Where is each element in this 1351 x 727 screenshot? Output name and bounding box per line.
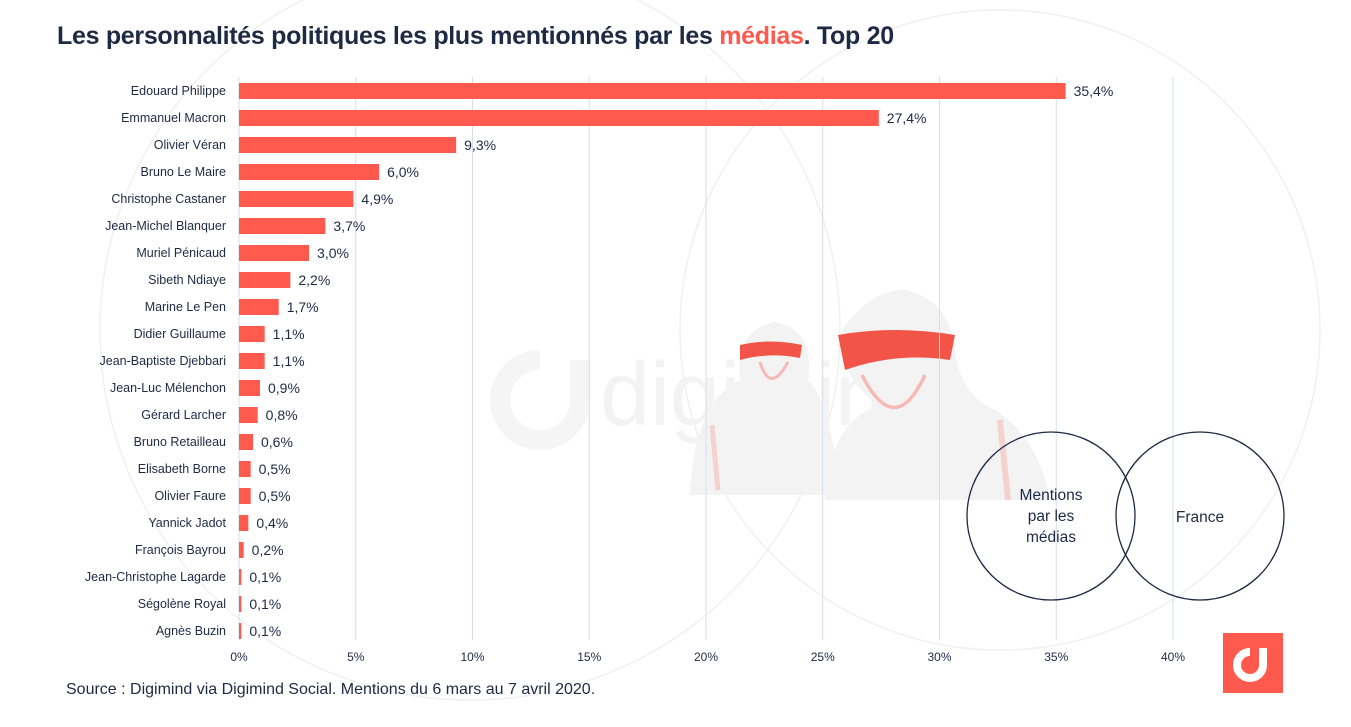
bar [239,353,265,369]
bar [239,326,265,342]
bar [239,191,354,207]
x-tick-label: 40% [1161,650,1185,664]
category-label: Olivier Faure [154,489,226,503]
venn-circle-media [966,431,1136,601]
bar [239,299,279,315]
source-note: Source : Digimind via Digimind Social. M… [66,681,596,698]
value-label: 3,7% [333,218,365,234]
category-label: Christophe Castaner [111,192,226,206]
bar [239,83,1066,99]
title-highlight: médias [719,22,804,50]
bar [239,596,242,612]
value-label: 0,9% [268,380,300,396]
bg-circle-right [679,9,1321,651]
watermark-logo-icon [490,350,590,450]
digimind-logo [1223,633,1283,693]
category-label: Jean-Baptiste Djebbari [100,354,226,368]
venn-label-france: France [1176,509,1224,526]
bar [239,434,254,450]
x-tick-label: 5% [347,650,365,664]
value-label: 1,1% [273,326,305,342]
bar [239,569,242,585]
bar [239,110,879,126]
title-suffix: . Top 20 [803,22,895,50]
venn-diagram: Mentions par les médias France [966,431,1285,601]
bar [239,407,258,423]
value-label: 9,3% [464,137,496,153]
bars [239,83,1066,639]
x-tick-label: 30% [927,650,951,664]
value-label: 0,5% [259,488,291,504]
bg-circle-left [99,0,841,701]
bar [239,218,326,234]
bar [239,488,251,504]
category-label: Muriel Pénicaud [136,246,226,260]
x-tick-label: 35% [1044,650,1068,664]
bar [239,515,249,531]
category-labels: Edouard Philippe Emmanuel Macron Olivier V… [85,84,227,638]
x-axis-ticks: 0% 5% 10% 15% 20% 25% 30% 35% 40% [230,650,1185,664]
category-label: Didier Guillaume [134,327,226,341]
value-label: 27,4% [887,110,927,126]
gridlines [238,77,1174,640]
value-label: 0,8% [266,407,298,423]
category-label: Sibeth Ndiaye [148,273,226,287]
value-labels: 35,4% 27,4% 9,3% 6,0% 4,9% 3,7% 3,0% 2,2% 1,7% 1,… [249,83,1113,639]
category-label: Jean-Christophe Lagarde [85,570,226,584]
bar [239,245,310,261]
category-label: Agnès Buzin [156,624,226,638]
bar [239,461,251,477]
bar [239,623,242,639]
bar [239,542,244,558]
value-label: 4,9% [361,191,393,207]
value-label: 3,0% [317,245,349,261]
category-label: Jean-Michel Blanquer [105,219,226,233]
category-label: Edouard Philippe [131,84,226,98]
venn-label-media-line3: médias [1026,529,1076,546]
bar [239,272,291,288]
bar [239,164,380,180]
value-label: 1,1% [273,353,305,369]
category-label: Yannick Jadot [148,516,226,530]
category-label: Emmanuel Macron [121,111,226,125]
category-label: François Bayrou [135,543,226,557]
medical-workers-illustration [690,290,1050,501]
title-prefix: Les personnalités politiques les plus me… [57,22,720,50]
category-label: Elisabeth Borne [138,462,226,476]
value-label: 0,2% [252,542,284,558]
value-label: 6,0% [387,164,419,180]
chart-title: Les personnalités politiques les plus me… [57,22,894,51]
value-label: 0,4% [256,515,288,531]
value-label: 1,7% [287,299,319,315]
category-label: Bruno Le Maire [141,165,227,179]
category-label: Ségolène Royal [138,597,226,611]
bar [239,380,261,396]
x-tick-label: 0% [230,650,248,664]
venn-circle-france [1115,431,1285,601]
value-label: 2,2% [298,272,330,288]
bar [239,137,457,153]
category-label: Gérard Larcher [141,408,226,422]
category-label: Marine Le Pen [145,300,226,314]
digimind-d-icon [1233,648,1267,682]
x-tick-label: 15% [577,650,601,664]
category-label: Bruno Retailleau [134,435,226,449]
value-label: 35,4% [1074,83,1114,99]
value-label: 0,1% [249,596,281,612]
value-label: 0,5% [259,461,291,477]
category-label: Jean-Luc Mélenchon [110,381,226,395]
value-label: 0,6% [261,434,293,450]
x-tick-label: 20% [694,650,718,664]
venn-label-media-line2: par les [1028,508,1075,525]
value-label: 0,1% [249,569,281,585]
venn-label-media-line1: Mentions [1020,487,1083,504]
category-label: Olivier Véran [154,138,226,152]
x-tick-label: 25% [811,650,835,664]
x-tick-label: 10% [460,650,484,664]
value-label: 0,1% [249,623,281,639]
